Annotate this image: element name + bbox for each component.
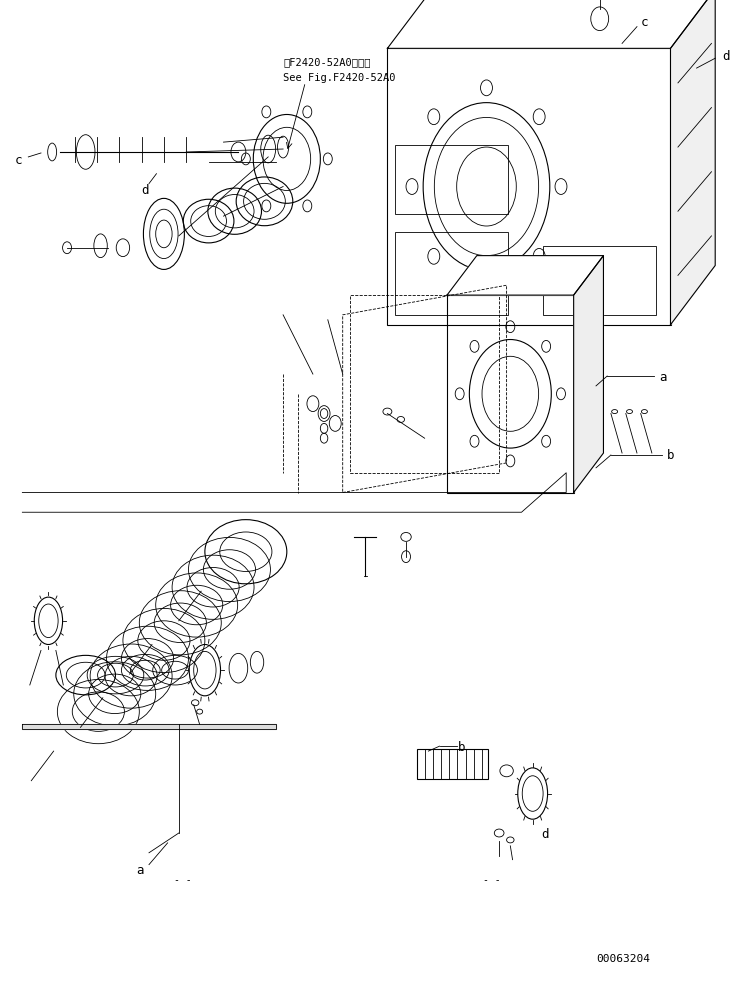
Text: d: d xyxy=(542,826,549,840)
Text: b: b xyxy=(667,449,674,462)
Text: 00063204: 00063204 xyxy=(596,953,650,963)
Bar xyxy=(395,146,508,215)
Bar xyxy=(447,296,574,493)
Text: 第F2420-52A0図参照: 第F2420-52A0図参照 xyxy=(283,57,370,67)
Bar xyxy=(387,49,670,325)
Bar xyxy=(350,296,499,473)
Bar xyxy=(395,233,508,316)
Text: a: a xyxy=(659,370,667,384)
Polygon shape xyxy=(670,0,715,325)
Text: b: b xyxy=(458,740,466,753)
Text: c: c xyxy=(641,16,648,30)
Text: c: c xyxy=(15,154,22,168)
Polygon shape xyxy=(22,725,276,730)
Text: d: d xyxy=(142,183,149,197)
Text: a: a xyxy=(136,863,144,877)
Polygon shape xyxy=(387,0,715,49)
Text: d: d xyxy=(723,49,730,63)
Polygon shape xyxy=(447,256,603,296)
Bar xyxy=(543,246,656,316)
Text: - -: - - xyxy=(174,875,191,884)
Polygon shape xyxy=(574,256,603,493)
Text: See Fig.F2420-52A0: See Fig.F2420-52A0 xyxy=(283,73,396,83)
Bar xyxy=(417,749,488,779)
Text: - -: - - xyxy=(483,875,501,884)
